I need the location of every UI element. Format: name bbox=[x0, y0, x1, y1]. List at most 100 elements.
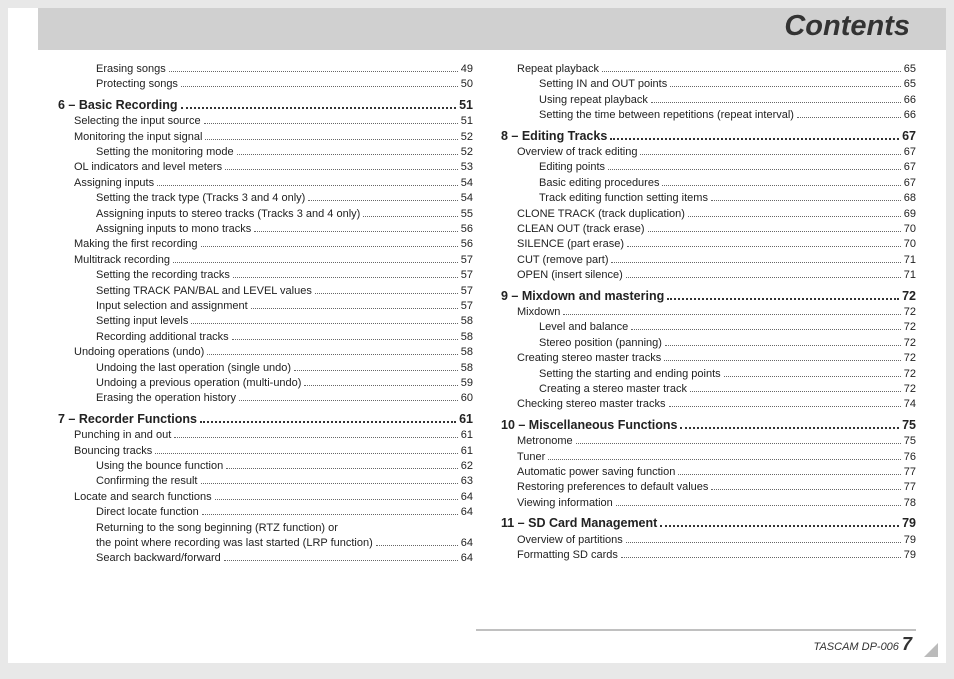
toc-section[interactable]: 6 – Basic Recording51 bbox=[58, 97, 473, 115]
toc-entry[interactable]: Stereo position (panning)72 bbox=[501, 336, 916, 351]
toc-page: 63 bbox=[461, 474, 473, 489]
toc-page: 57 bbox=[461, 253, 473, 268]
toc-entry[interactable]: Overview of track editing67 bbox=[501, 145, 916, 160]
toc-label: Overview of partitions bbox=[517, 533, 623, 548]
toc-leader-dots bbox=[315, 293, 458, 294]
toc-leader-dots bbox=[651, 102, 901, 103]
toc-entry[interactable]: Repeat playback65 bbox=[501, 62, 916, 77]
toc-page: 61 bbox=[461, 444, 473, 459]
toc-entry[interactable]: SILENCE (part erase)70 bbox=[501, 237, 916, 252]
toc-leader-dots bbox=[224, 560, 458, 561]
toc-entry[interactable]: Automatic power saving function 77 bbox=[501, 465, 916, 480]
toc-entry[interactable]: Punching in and out61 bbox=[58, 428, 473, 443]
toc-page: 57 bbox=[461, 268, 473, 283]
toc-label: Assigning inputs to stereo tracks (Track… bbox=[96, 207, 360, 222]
toc-entry[interactable]: Input selection and assignment57 bbox=[58, 299, 473, 314]
toc-section[interactable]: 11 – SD Card Management79 bbox=[501, 515, 916, 533]
toc-label: Setting the starting and ending points bbox=[539, 367, 721, 382]
toc-label: Creating a stereo master track bbox=[539, 382, 687, 397]
toc-entry[interactable]: Confirming the result63 bbox=[58, 474, 473, 489]
toc-entry[interactable]: Making the first recording56 bbox=[58, 237, 473, 252]
toc-leader-dots bbox=[169, 71, 458, 72]
toc-page: 72 bbox=[904, 351, 916, 366]
toc-entry[interactable]: Creating a stereo master track72 bbox=[501, 382, 916, 397]
toc-entry[interactable]: Protecting songs50 bbox=[58, 77, 473, 92]
toc-section[interactable]: 10 – Miscellaneous Functions75 bbox=[501, 417, 916, 435]
toc-label: Punching in and out bbox=[74, 428, 171, 443]
toc-label: Setting the track type (Tracks 3 and 4 o… bbox=[96, 191, 305, 206]
toc-entry[interactable]: Assigning inputs to mono tracks56 bbox=[58, 222, 473, 237]
toc-entry[interactable]: Assigning inputs to stereo tracks (Track… bbox=[58, 207, 473, 222]
toc-entry[interactable]: Multitrack recording57 bbox=[58, 253, 473, 268]
toc-columns: Erasing songs49Protecting songs50 6 – Bas… bbox=[8, 50, 946, 567]
toc-page: 58 bbox=[461, 361, 473, 376]
toc-leader-dots bbox=[215, 499, 458, 500]
toc-entry[interactable]: Monitoring the input signal52 bbox=[58, 130, 473, 145]
toc-entry[interactable]: Undoing the last operation (single undo)… bbox=[58, 361, 473, 376]
toc-label: the point where recording was last start… bbox=[96, 536, 373, 551]
toc-page: 77 bbox=[904, 465, 916, 480]
toc-entry[interactable]: Track editing function setting items68 bbox=[501, 191, 916, 206]
toc-entry[interactable]: Checking stereo master tracks74 bbox=[501, 397, 916, 412]
toc-label: Automatic power saving function bbox=[517, 465, 675, 480]
toc-entry[interactable]: Erasing songs49 bbox=[58, 62, 473, 77]
toc-entry[interactable]: Undoing operations (undo)58 bbox=[58, 345, 473, 360]
toc-label: Undoing the last operation (single undo) bbox=[96, 361, 291, 376]
toc-entry[interactable]: CUT (remove part)71 bbox=[501, 253, 916, 268]
toc-entry[interactable]: Overview of partitions79 bbox=[501, 533, 916, 548]
toc-entry[interactable]: Erasing the operation history60 bbox=[58, 391, 473, 406]
toc-entry[interactable]: Setting IN and OUT points65 bbox=[501, 77, 916, 92]
toc-entry[interactable]: Direct locate function64 bbox=[58, 505, 473, 520]
toc-entry[interactable]: Viewing information78 bbox=[501, 496, 916, 511]
toc-section[interactable]: 7 – Recorder Functions61 bbox=[58, 411, 473, 429]
toc-page: 53 bbox=[461, 160, 473, 175]
toc-page: 64 bbox=[461, 490, 473, 505]
toc-entry[interactable]: CLEAN OUT (track erase)70 bbox=[501, 222, 916, 237]
toc-section[interactable]: 8 – Editing Tracks67 bbox=[501, 128, 916, 146]
toc-entry[interactable]: Editing points67 bbox=[501, 160, 916, 175]
toc-label: Setting IN and OUT points bbox=[539, 77, 667, 92]
toc-entry[interactable]: Level and balance72 bbox=[501, 320, 916, 335]
toc-page: 72 bbox=[902, 288, 916, 306]
toc-entry[interactable]: Using repeat playback66 bbox=[501, 93, 916, 108]
toc-entry[interactable]: Restoring preferences to default values7… bbox=[501, 480, 916, 495]
toc-entry[interactable]: Setting the track type (Tracks 3 and 4 o… bbox=[58, 191, 473, 206]
toc-entry[interactable]: Returning to the song beginning (RTZ fun… bbox=[58, 521, 473, 536]
toc-page: 60 bbox=[461, 391, 473, 406]
toc-entry[interactable]: Using the bounce function62 bbox=[58, 459, 473, 474]
toc-entry[interactable]: Setting TRACK PAN/BAL and LEVEL values57 bbox=[58, 284, 473, 299]
toc-leader-dots bbox=[616, 505, 901, 506]
toc-label: 11 – SD Card Management bbox=[501, 515, 657, 533]
toc-entry[interactable]: Tuner76 bbox=[501, 450, 916, 465]
toc-entry[interactable]: Setting the starting and ending points72 bbox=[501, 367, 916, 382]
toc-entry[interactable]: Setting the recording tracks57 bbox=[58, 268, 473, 283]
toc-label: Viewing information bbox=[517, 496, 613, 511]
toc-entry[interactable]: OL indicators and level meters53 bbox=[58, 160, 473, 175]
toc-entry[interactable]: Bouncing tracks61 bbox=[58, 444, 473, 459]
toc-entry[interactable]: Locate and search functions64 bbox=[58, 490, 473, 505]
toc-entry[interactable]: Setting the time between repetitions (re… bbox=[501, 108, 916, 123]
toc-column-right: Repeat playback65Setting IN and OUT poin… bbox=[501, 62, 916, 567]
toc-entry[interactable]: Undoing a previous operation (multi-undo… bbox=[58, 376, 473, 391]
toc-entry[interactable]: Recording additional tracks58 bbox=[58, 330, 473, 345]
toc-entry[interactable]: Search backward/forward64 bbox=[58, 551, 473, 566]
toc-entry[interactable]: Mixdown72 bbox=[501, 305, 916, 320]
toc-entry[interactable]: Basic editing procedures67 bbox=[501, 176, 916, 191]
toc-entry[interactable]: Selecting the input source51 bbox=[58, 114, 473, 129]
toc-entry[interactable]: the point where recording was last start… bbox=[58, 536, 473, 551]
toc-entry[interactable]: Metronome75 bbox=[501, 434, 916, 449]
toc-entry[interactable]: Creating stereo master tracks72 bbox=[501, 351, 916, 366]
toc-leader-dots bbox=[680, 427, 899, 429]
toc-leader-dots bbox=[602, 71, 901, 72]
toc-entry[interactable]: Assigning inputs54 bbox=[58, 176, 473, 191]
toc-entry[interactable]: OPEN (insert silence)71 bbox=[501, 268, 916, 283]
toc-entry[interactable]: CLONE TRACK (track duplication)69 bbox=[501, 207, 916, 222]
toc-leader-dots bbox=[576, 443, 901, 444]
toc-entry[interactable]: Setting input levels58 bbox=[58, 314, 473, 329]
toc-page: 58 bbox=[461, 345, 473, 360]
toc-section[interactable]: 9 – Mixdown and mastering72 bbox=[501, 288, 916, 306]
toc-page: 62 bbox=[461, 459, 473, 474]
toc-label: Making the first recording bbox=[74, 237, 198, 252]
toc-entry[interactable]: Formatting SD cards79 bbox=[501, 548, 916, 563]
toc-entry[interactable]: Setting the monitoring mode52 bbox=[58, 145, 473, 160]
